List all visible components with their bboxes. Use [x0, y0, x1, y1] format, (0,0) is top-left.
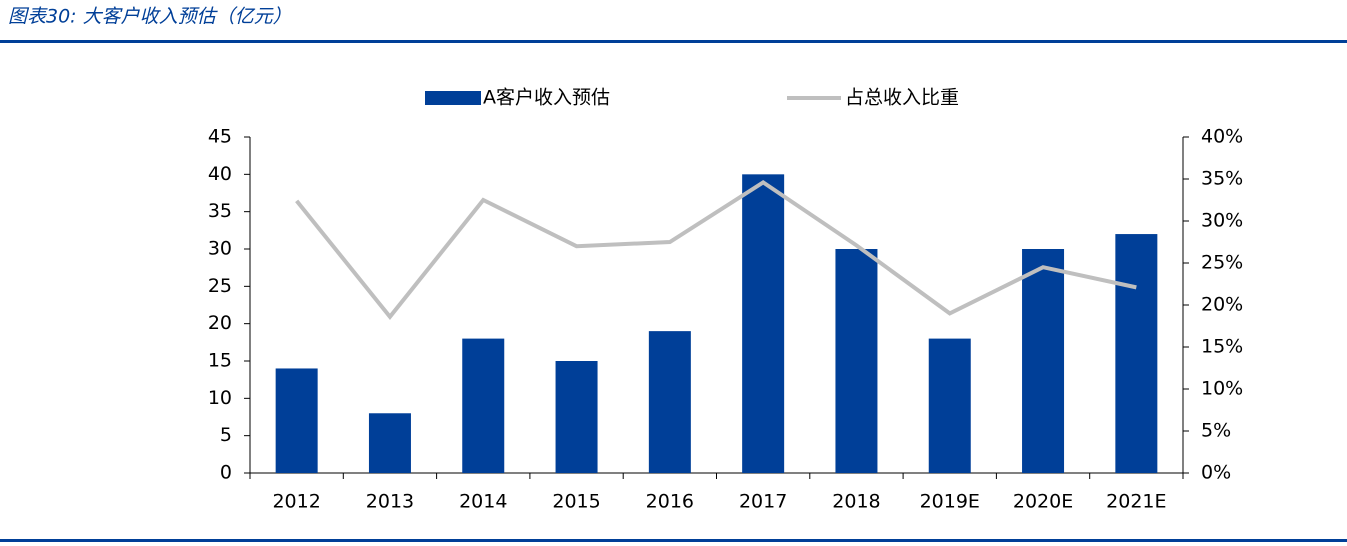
bar	[648, 331, 691, 473]
bar	[742, 174, 785, 474]
bar	[368, 413, 411, 473]
y-tick-label: 35	[208, 200, 232, 222]
y-tick-label: 20	[208, 312, 232, 334]
bar	[462, 338, 505, 473]
y2-tick-label: 20%	[1201, 294, 1243, 316]
footer-rule	[0, 539, 1347, 542]
legend-label: A客户收入预估	[483, 87, 610, 109]
x-tick-label: 2021E	[1106, 491, 1166, 513]
line	[295, 179, 1137, 320]
x-tick-label: 2013	[366, 491, 414, 513]
y2-tick-label: 10%	[1201, 378, 1243, 400]
y-tick-label: 10	[208, 387, 232, 409]
y-tick-label: 45	[208, 126, 232, 148]
y2-tick-label: 35%	[1201, 168, 1243, 190]
x-tick-label: 2019E	[920, 491, 980, 513]
bar	[1115, 234, 1158, 473]
x-tick-label: 2016	[646, 491, 694, 513]
y2-tick-label: 15%	[1201, 336, 1243, 358]
y2-tick-label: 5%	[1201, 420, 1231, 442]
bar	[835, 249, 878, 473]
y2-tick-label: 40%	[1201, 126, 1243, 148]
bar	[275, 368, 318, 473]
x-tick-label: 2012	[272, 491, 320, 513]
y2-tick-label: 30%	[1201, 210, 1243, 232]
x-tick-label: 2017	[739, 491, 787, 513]
x-tick-label: 2015	[552, 491, 600, 513]
header-rule	[0, 40, 1347, 43]
y-tick-label: 40	[208, 163, 232, 185]
y2-tick-label: 25%	[1201, 252, 1243, 274]
x-tick-label: 2014	[459, 491, 507, 513]
legend-swatch	[425, 91, 481, 105]
y-tick-label: 30	[208, 238, 232, 260]
x-tick-label: 2020E	[1013, 491, 1073, 513]
x-tick-label: 2018	[832, 491, 880, 513]
chart-title: 图表30: 大客户收入预估（亿元）	[8, 6, 292, 28]
bar	[1022, 249, 1065, 473]
y-tick-label: 5	[220, 424, 232, 446]
bar	[555, 361, 598, 473]
bar	[928, 338, 971, 473]
y-tick-label: 25	[208, 275, 232, 297]
y-tick-label: 0	[220, 462, 232, 484]
y2-tick-label: 0%	[1201, 462, 1231, 484]
y-tick-label: 15	[208, 350, 232, 372]
legend-label: 占总收入比重	[845, 87, 959, 109]
